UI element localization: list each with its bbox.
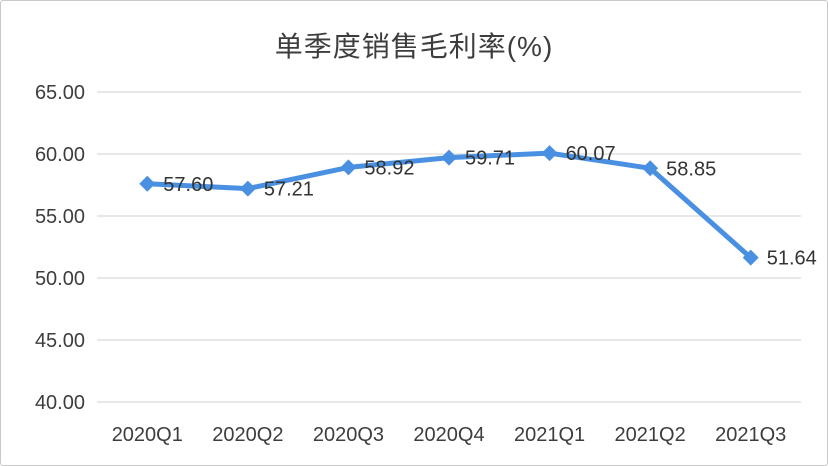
y-axis-tick-label: 40.00 [35, 392, 85, 414]
y-axis-tick-label: 60.00 [35, 144, 85, 166]
data-point-marker [642, 160, 659, 177]
x-axis-tick-label: 2020Q2 [212, 424, 283, 446]
data-point-label: 51.64 [767, 248, 817, 270]
data-point-marker [742, 249, 759, 266]
data-point-label: 59.71 [465, 148, 515, 170]
y-axis-tick-label: 65.00 [35, 82, 85, 104]
x-axis-tick-label: 2020Q4 [413, 424, 484, 446]
data-point-label: 60.07 [566, 143, 616, 165]
y-axis-tick-label: 55.00 [35, 206, 85, 228]
data-point-marker [139, 175, 156, 192]
chart-title: 单季度销售毛利率(%) [274, 31, 554, 62]
data-point-label: 57.21 [264, 179, 314, 201]
data-point-label: 58.92 [364, 157, 414, 179]
data-point-label: 57.60 [163, 174, 213, 196]
data-point-marker [441, 149, 457, 166]
x-axis-tick-label: 2021Q3 [715, 424, 786, 446]
data-point-marker [340, 159, 357, 176]
data-point-label: 58.85 [666, 158, 716, 180]
series-line [144, 150, 754, 261]
y-axis-tick-label: 45.00 [35, 330, 85, 352]
x-axis-tick-label: 2021Q2 [615, 424, 686, 446]
x-axis-tick-label: 2020Q3 [313, 424, 384, 446]
x-axis-tick-label: 2020Q1 [112, 424, 183, 446]
y-axis-tick-label: 50.00 [35, 268, 85, 290]
x-axis-tick-label: 2021Q1 [514, 424, 585, 446]
data-point-marker [239, 180, 256, 197]
data-point-marker [541, 145, 558, 162]
